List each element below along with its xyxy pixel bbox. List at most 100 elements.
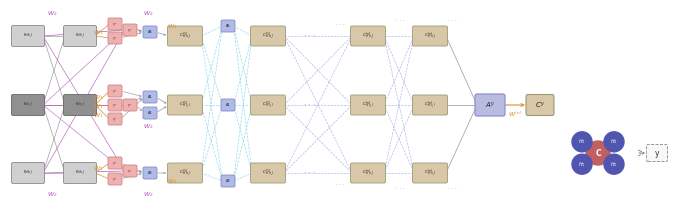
Text: $W_2$: $W_2$ [143,123,153,131]
FancyBboxPatch shape [108,99,122,111]
Text: $W_1$: $W_1$ [167,23,177,31]
Text: $C^{(n)}_{h(h_2)}$: $C^{(n)}_{h(h_2)}$ [424,168,436,179]
FancyBboxPatch shape [251,26,286,46]
Text: A3: A3 [148,171,153,175]
Text: $W_1$: $W_1$ [167,177,177,187]
Text: $W^{(n)}$: $W^{(n)}$ [508,109,523,119]
FancyBboxPatch shape [11,26,45,46]
FancyBboxPatch shape [221,99,235,111]
FancyBboxPatch shape [143,91,157,103]
FancyBboxPatch shape [412,26,447,46]
FancyBboxPatch shape [11,162,45,184]
Text: $I_{h(c_1)}$: $I_{h(c_1)}$ [23,101,33,109]
Text: $W_2$: $W_2$ [143,191,153,199]
Text: · · ·: · · · [304,33,316,39]
FancyBboxPatch shape [251,163,286,183]
Text: $I_{h(h_2)}$: $I_{h(h_2)}$ [75,169,85,177]
Text: $W_2$: $W_2$ [143,9,153,18]
FancyBboxPatch shape [351,95,386,115]
Text: A1: A1 [225,103,230,107]
Text: $C^{(1)}_{h(h_2)}$: $C^{(1)}_{h(h_2)}$ [262,168,274,179]
Text: $W_1$: $W_1$ [92,112,104,120]
FancyBboxPatch shape [108,18,122,30]
Text: · · ·: · · · [304,170,316,176]
FancyBboxPatch shape [412,163,447,183]
FancyBboxPatch shape [143,26,157,38]
Circle shape [572,132,592,152]
FancyBboxPatch shape [412,95,447,115]
FancyBboxPatch shape [64,95,97,115]
Text: · · ·: · · · [395,19,405,23]
Text: $I_{h(h_3)}$: $I_{h(h_3)}$ [22,32,34,40]
FancyBboxPatch shape [167,163,202,183]
Text: $c_j^1$: $c_j^1$ [112,34,118,42]
Text: $C^{(1)}_{h(h_1)}$: $C^{(1)}_{h(h_1)}$ [178,168,191,179]
Text: $c_j^1$: $c_j^1$ [112,175,118,183]
Text: A5: A5 [225,24,230,28]
Text: · · ·: · · · [304,102,316,108]
Text: $C^{(n)}_{h(c_1)}$: $C^{(n)}_{h(c_1)}$ [424,100,436,111]
FancyBboxPatch shape [526,95,554,115]
FancyBboxPatch shape [143,107,157,119]
Text: $C^{(1)}_{h(c_1)}$: $C^{(1)}_{h(c_1)}$ [262,100,274,111]
Text: $I_{h(h_1)}$: $I_{h(h_1)}$ [22,169,34,177]
FancyBboxPatch shape [108,157,122,169]
Circle shape [604,132,624,152]
Text: $C^y$: $C^y$ [535,100,545,110]
FancyBboxPatch shape [108,173,122,185]
Text: $W_1$: $W_1$ [92,28,104,37]
FancyBboxPatch shape [167,26,202,46]
Text: A4: A4 [148,30,153,34]
Text: A1: A1 [148,95,153,99]
Text: $C^{(1)}_{h(h_4)}$: $C^{(1)}_{h(h_4)}$ [262,31,274,42]
Text: $H_2$: $H_2$ [610,160,617,169]
Text: $c_j^1$: $c_j^1$ [112,101,118,109]
Text: y: y [654,149,659,157]
Text: $H_4$: $H_4$ [610,137,618,146]
Text: $I_{h(c_1)}$: $I_{h(c_1)}$ [75,101,85,109]
FancyBboxPatch shape [123,24,137,36]
Circle shape [572,154,592,174]
Text: · · ·: · · · [447,19,456,23]
Text: $c_j^1$: $c_j^1$ [127,101,133,109]
Text: A3: A3 [225,179,230,183]
Text: $C^{(1)}_{h(c_1)}$: $C^{(1)}_{h(c_1)}$ [179,100,191,111]
Text: $c_j^1$: $c_j^1$ [112,159,118,167]
Text: $A^y$: $A^y$ [484,100,496,110]
FancyBboxPatch shape [64,162,97,184]
FancyBboxPatch shape [351,163,386,183]
FancyBboxPatch shape [123,165,137,177]
Text: $c_j^1$: $c_j^1$ [112,87,118,95]
Text: $c_j^1$: $c_j^1$ [127,26,133,34]
Text: $W_1$: $W_1$ [92,103,104,111]
Text: $I_{h(h_4)}$: $I_{h(h_4)}$ [75,32,85,40]
Text: $C^{(1)}_{h(h_3)}$: $C^{(1)}_{h(h_3)}$ [178,31,191,42]
Text: $C^{(n)}_{h(h_4)}$: $C^{(n)}_{h(h_4)}$ [424,31,436,42]
FancyBboxPatch shape [167,95,202,115]
FancyBboxPatch shape [11,95,45,115]
Text: $H_1$: $H_1$ [578,160,586,169]
Text: $W_1$: $W_1$ [92,165,104,173]
FancyBboxPatch shape [475,94,505,116]
FancyBboxPatch shape [221,20,235,32]
Text: $c_j^1$: $c_j^1$ [112,115,118,123]
FancyBboxPatch shape [221,175,235,187]
Text: $W_1$: $W_1$ [92,93,104,103]
Text: · · ·: · · · [395,185,405,191]
Text: $C^{(n)}_{h(h_1)}$: $C^{(n)}_{h(h_1)}$ [362,168,375,179]
Circle shape [586,141,610,165]
FancyBboxPatch shape [143,167,157,179]
FancyBboxPatch shape [108,32,122,44]
Text: · · ·: · · · [335,183,344,188]
FancyBboxPatch shape [108,113,122,125]
FancyBboxPatch shape [351,26,386,46]
Text: A2: A2 [148,111,153,115]
Text: C: C [595,149,601,157]
Text: $C^{(n)}_{h(c_1)}$: $C^{(n)}_{h(c_1)}$ [362,100,374,111]
FancyBboxPatch shape [251,95,286,115]
FancyBboxPatch shape [64,26,97,46]
Text: $H_3$: $H_3$ [578,137,586,146]
FancyBboxPatch shape [123,99,137,111]
Text: $C^{(n)}_{h(h_3)}$: $C^{(n)}_{h(h_3)}$ [362,31,375,42]
Text: · · ·: · · · [335,22,344,27]
